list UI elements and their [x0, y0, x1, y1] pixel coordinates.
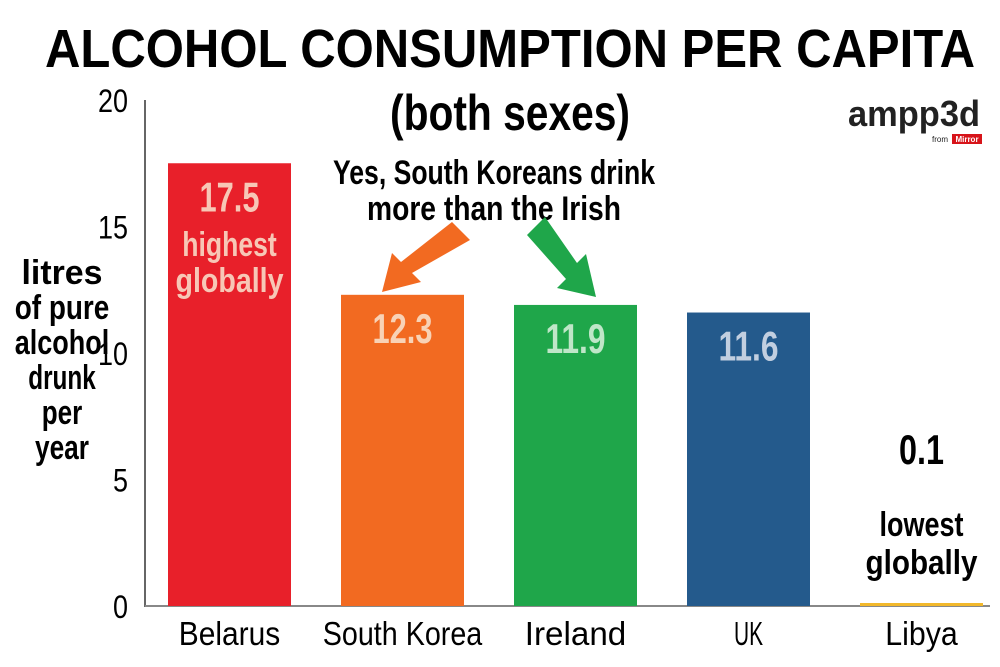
x-tick-label: Belarus [179, 615, 281, 652]
bar-belarus [168, 163, 291, 606]
data-label: 11.9 [546, 315, 606, 362]
data-label: 12.3 [373, 305, 433, 352]
annotation-line: globally [866, 544, 978, 582]
x-axis-tick-labels: Belarus South Korea Ireland UK Libya [179, 615, 959, 652]
y-axis-title-line: of pure [15, 289, 110, 327]
y-axis-title-line: drunk [28, 359, 96, 397]
y-axis-ticks: 0 5 10 15 20 [98, 83, 128, 625]
y-tick-label-15: 15 [98, 210, 128, 246]
y-tick-label-0: 0 [113, 589, 128, 625]
x-tick-label: South Korea [323, 615, 483, 652]
annotation-line: globally [176, 262, 284, 300]
bars [168, 163, 983, 606]
data-label: 17.5 [200, 173, 260, 220]
y-axis-title-line: year [35, 429, 89, 467]
data-label: 11.6 [719, 323, 779, 370]
annotation-line: Yes, South Koreans drink [333, 154, 655, 192]
y-tick-label-5: 5 [113, 463, 128, 499]
y-axis-title-line: litres [22, 254, 103, 292]
bar-south-korea [341, 294, 464, 606]
chart-subtitle: (both sexes) [390, 85, 630, 141]
annotation-line: lowest [880, 506, 964, 544]
logo-brand: Mirror [955, 135, 978, 144]
logo-from: from [932, 135, 948, 144]
orange-arrow [382, 222, 470, 292]
x-tick-label: Ireland [525, 615, 627, 652]
y-axis-title-line: per [42, 394, 83, 432]
y-tick-label-20: 20 [98, 83, 128, 119]
x-tick-label: UK [734, 615, 763, 652]
logo: ampp3d from Mirror [848, 93, 982, 144]
annotation-line: more than the Irish [367, 190, 621, 228]
logo-name: ampp3d [848, 93, 980, 134]
logo-brand-badge [952, 134, 982, 144]
chart-title: ALCOHOL CONSUMPTION PER CAPITA [45, 19, 975, 79]
bar-uk [687, 312, 810, 606]
value-labels: 17.5 12.3 11.9 11.6 0.1 [200, 173, 945, 473]
annotation-line: highest [182, 226, 277, 264]
bar-ireland [514, 304, 637, 606]
green-arrow [527, 217, 596, 297]
bar-libya [860, 603, 983, 606]
y-tick-label-10: 10 [98, 336, 128, 372]
x-tick-label: Libya [885, 615, 958, 652]
data-label: 0.1 [899, 426, 944, 473]
y-axis-title-line: alcohol [15, 324, 110, 362]
